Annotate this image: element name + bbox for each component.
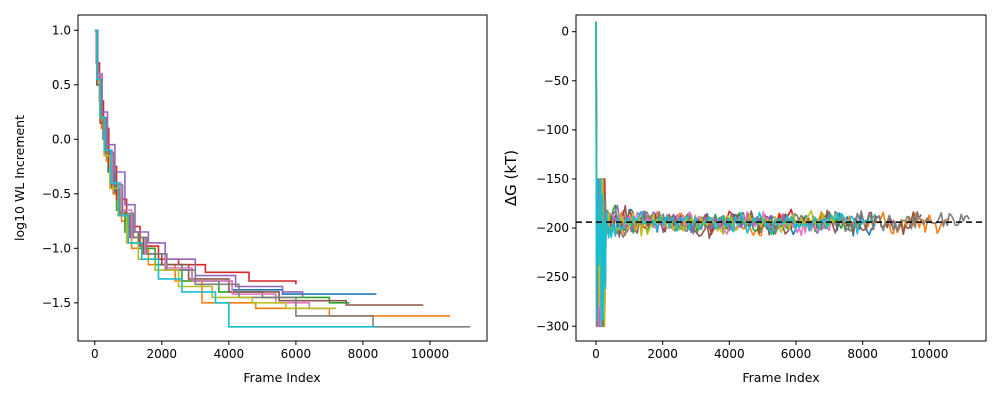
right-plot-frame (575, 14, 987, 342)
right-y-tick-label: −50 (544, 74, 569, 88)
right-x-tick-label: 2000 (647, 347, 678, 361)
left-y-tick-label: −1.5 (42, 296, 71, 310)
left-y-tick-label: 1.0 (52, 23, 71, 37)
right-x-tick-label: 10000 (910, 347, 948, 361)
right-y-tick-label: −150 (536, 172, 569, 186)
right-y-tick-label: −200 (536, 221, 569, 235)
right-y-tick-label: −100 (536, 123, 569, 137)
right-y-axis-label: ΔG (kT) (502, 150, 520, 206)
right-series-group (595, 21, 970, 328)
left-y-tick-label: −1.0 (42, 241, 71, 255)
right-series-line-1 (595, 21, 950, 328)
right-chart: 0 2000 4000 6000 8000 10000 0 −50 −100 −150 −200 −… (502, 14, 987, 385)
right-y-tick-label: −250 (536, 270, 569, 284)
right-x-tick-label: 8000 (847, 347, 878, 361)
right-series-line-2 (595, 21, 851, 298)
left-series-line-1 (94, 29, 451, 317)
right-y-tick-label: −300 (536, 319, 569, 333)
right-x-ticks: 0 2000 4000 6000 8000 10000 (592, 341, 948, 361)
left-series-line-5 (94, 29, 424, 306)
right-series-line-9 (595, 21, 876, 328)
left-x-tick-label: 10000 (411, 347, 449, 361)
left-series-line-8 (94, 29, 337, 310)
left-series-line-4 (94, 29, 304, 298)
left-series-line-2 (94, 29, 350, 304)
right-series-line-6 (595, 21, 836, 328)
left-series-line-6 (94, 29, 337, 310)
left-x-axis-label: Frame Index (243, 370, 320, 385)
left-y-ticks: −1.5 −1.0 −0.5 0.0 0.5 1.0 (42, 23, 78, 310)
right-series-line-0 (595, 21, 876, 328)
right-y-ticks: 0 −50 −100 −150 −200 −250 −300 (536, 25, 576, 333)
left-x-tick-label: 4000 (214, 347, 245, 361)
left-y-tick-label: 0.0 (52, 132, 71, 146)
right-x-tick-label: 6000 (781, 347, 812, 361)
right-x-tick-label: 4000 (714, 347, 745, 361)
left-x-tick-label: 8000 (348, 347, 379, 361)
left-series-line-3 (94, 29, 297, 285)
right-series-line-4 (595, 21, 802, 328)
left-x-tick-label: 6000 (281, 347, 312, 361)
right-y-tick-label: 0 (561, 25, 569, 39)
left-series-line-0 (94, 29, 377, 295)
left-series-line-7 (94, 29, 471, 328)
left-series-line-9 (94, 29, 377, 328)
right-series-line-5 (595, 21, 922, 328)
right-series-line-7 (595, 21, 970, 328)
left-x-tick-label: 2000 (147, 347, 178, 361)
left-y-tick-label: 0.5 (52, 78, 71, 92)
right-x-tick-label: 0 (592, 347, 600, 361)
left-series-group (94, 29, 471, 328)
left-plot-frame (77, 14, 488, 342)
right-series-line-8 (595, 21, 837, 328)
left-x-tick-label: 0 (91, 347, 99, 361)
left-y-axis-label: log10 WL Increment (12, 115, 27, 241)
left-y-tick-label: −0.5 (42, 187, 71, 201)
left-x-ticks: 0 2000 4000 6000 8000 10000 (91, 341, 449, 361)
right-x-axis-label: Frame Index (742, 370, 819, 385)
left-chart: 0 2000 4000 6000 8000 10000 −1.5 −1.0 −0.5 0.0 0.… (12, 14, 488, 385)
right-series-line-3 (595, 21, 797, 328)
